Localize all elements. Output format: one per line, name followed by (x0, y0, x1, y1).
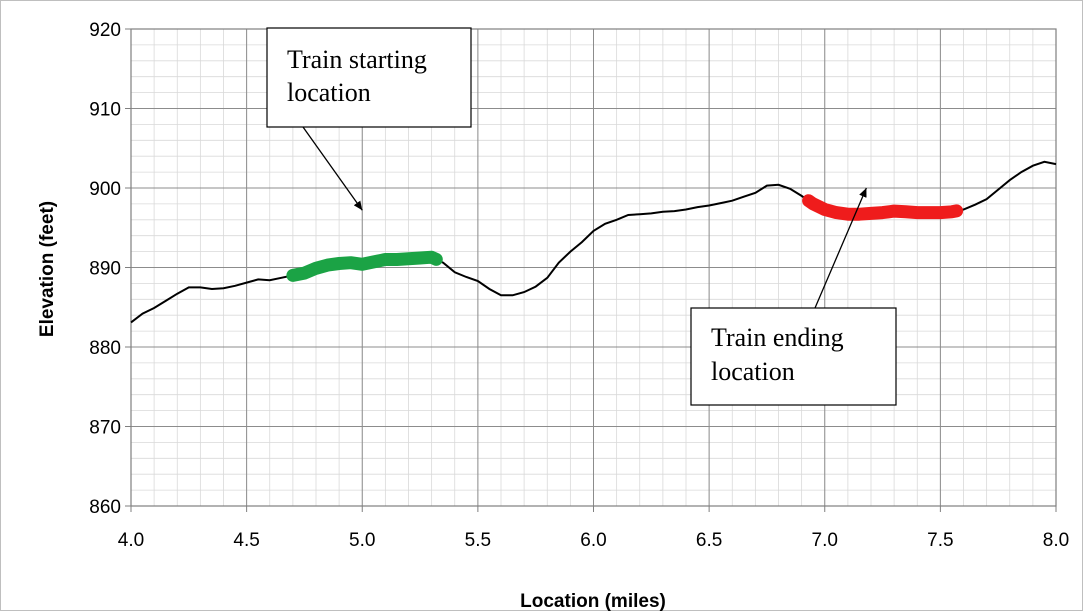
x-tick-labels: 4.0 4.5 5.0 5.5 6.0 6.5 7.0 7.5 8.0 (118, 530, 1069, 551)
major-gridlines (125, 28, 1057, 512)
x-tick-label: 5.0 (349, 530, 375, 551)
callout-end-line-2: location (711, 357, 795, 386)
callout-end-arrow (814, 187, 867, 309)
callout-start-arrow (302, 126, 363, 211)
callout-start-box (266, 27, 472, 128)
callout-train-end: Train ending location (690, 187, 897, 406)
y-tick-label: 900 (89, 179, 121, 200)
x-tick-label: 8.0 (1043, 530, 1069, 551)
y-tick-labels: 860 870 880 890 900 910 920 (89, 20, 121, 518)
highlight-train-start (286, 250, 443, 282)
x-tick-label: 4.5 (233, 530, 259, 551)
x-tick-label: 7.0 (812, 530, 838, 551)
x-tick-label: 6.0 (580, 530, 606, 551)
x-tick-label: 4.0 (118, 530, 144, 551)
callout-start-line-2: location (287, 78, 371, 107)
callout-train-start: Train starting location (266, 27, 472, 211)
callout-end-line-1: Train ending (711, 323, 844, 352)
y-tick-label: 870 (89, 418, 121, 439)
callout-start-line-1: Train starting (287, 45, 427, 74)
x-tick-label: 6.5 (696, 530, 722, 551)
plot-area-border (130, 28, 1057, 507)
x-tick-label: 7.5 (927, 530, 953, 551)
y-tick-label: 880 (89, 338, 121, 359)
y-tick-label: 910 (89, 100, 121, 121)
x-tick-label: 5.5 (465, 530, 491, 551)
callout-end-box (690, 307, 897, 406)
x-axis-title: Location (miles) (520, 591, 666, 612)
y-axis-title: Elevation (feet) (37, 201, 58, 337)
y-tick-label: 860 (89, 497, 121, 518)
y-tick-label: 890 (89, 259, 121, 280)
highlight-segments (286, 194, 964, 282)
y-tick-label: 920 (89, 20, 121, 41)
highlight-train-end (802, 194, 964, 221)
